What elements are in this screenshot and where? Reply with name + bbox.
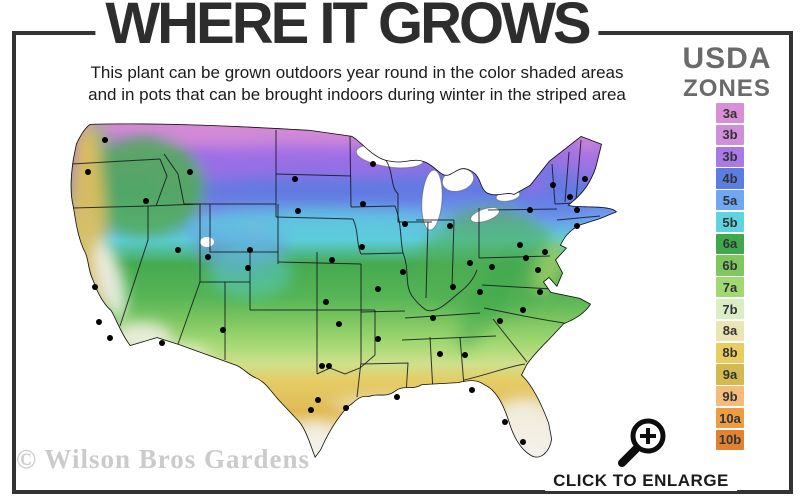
zone-swatch-8a-10: 8a xyxy=(716,320,744,341)
zone-swatch-10b-15: 10b xyxy=(716,429,744,450)
click-to-enlarge-label[interactable]: CLICK TO ENLARGE xyxy=(545,471,737,491)
zone-swatch-3b-1: 3b xyxy=(716,124,744,145)
zone-legend: 3a 3b 3b 4b 5a 5b 6a 6b 7a 7b 8a 8b 9a 9b 10a 10b xyxy=(716,103,744,450)
magnifier-zoom-icon[interactable] xyxy=(612,414,668,468)
zone-swatch-8b-11: 8b xyxy=(716,342,744,363)
subtitle-line-2: and in pots that can be brought indoors … xyxy=(88,85,626,105)
zone-swatch-3b-2: 3b xyxy=(716,146,744,167)
zone-swatch-5a-4: 5a xyxy=(716,190,744,211)
usda-heading-line1: USDA xyxy=(682,42,772,75)
zone-swatch-10a-14: 10a xyxy=(716,407,744,429)
zone-swatch-5b-5: 5b xyxy=(716,211,744,233)
zone-swatch-6a-6: 6a xyxy=(716,233,744,254)
page-title: WHERE IT GROWS xyxy=(95,0,599,57)
watermark: © Wilson Bros Gardens xyxy=(16,444,310,474)
zone-swatch-9a-12: 9a xyxy=(716,364,744,385)
zone-swatch-4b-3: 4b xyxy=(716,168,744,189)
state-boundaries xyxy=(71,130,601,398)
usda-zones-heading: USDA ZONES xyxy=(682,44,771,101)
usa-map-svg xyxy=(70,123,617,459)
subtitle: This plant can be grown outdoors year ro… xyxy=(47,62,667,107)
usa-zone-map[interactable] xyxy=(60,112,660,470)
zone-swatch-9b-13: 9b xyxy=(716,386,744,407)
zone-swatch-7b-9: 7b xyxy=(716,299,744,320)
us-outline xyxy=(70,123,617,459)
zone-swatch-7a-8: 7a xyxy=(716,277,744,298)
usda-heading-line2: ZONES xyxy=(683,75,771,102)
subtitle-line-1: This plant can be grown outdoors year ro… xyxy=(90,63,624,82)
zone-swatch-6b-7: 6b xyxy=(716,255,744,276)
city-dots xyxy=(85,137,588,445)
zone-swatch-3a-0: 3a xyxy=(716,103,744,124)
